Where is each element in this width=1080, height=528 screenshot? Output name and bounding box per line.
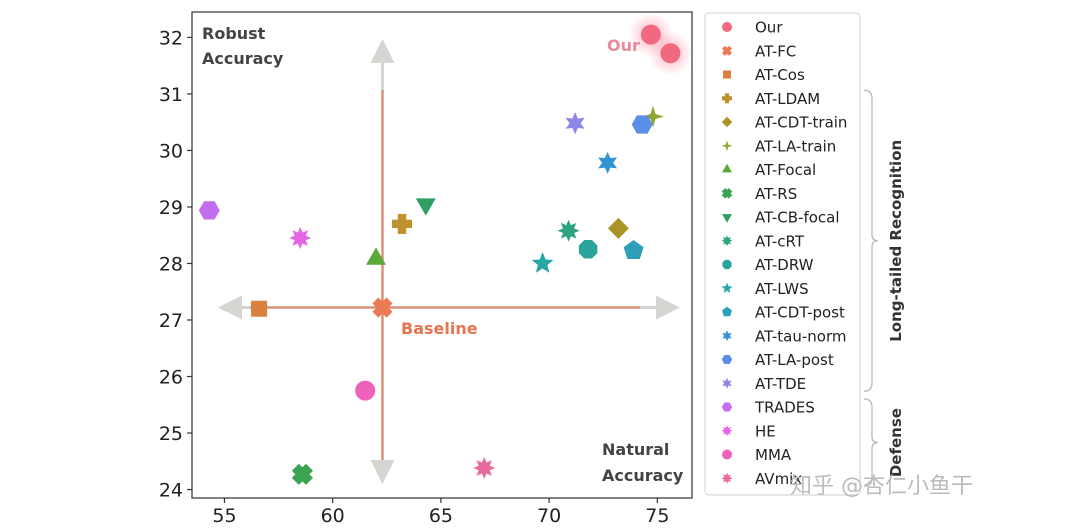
y-tick-label: 24 <box>159 480 183 502</box>
point-at-drw <box>578 240 598 259</box>
legend-marker <box>722 330 732 342</box>
corner-label-bottom-1: Natural <box>602 440 669 459</box>
point-trades <box>198 201 220 220</box>
legend-label: AT-Focal <box>755 161 816 179</box>
legend-label: AT-TDE <box>755 375 806 393</box>
legend-label: AT-LDAM <box>755 90 820 108</box>
legend-marker <box>721 282 733 293</box>
point-at-fc <box>372 297 393 318</box>
legend-label: MMA <box>755 446 792 464</box>
point-at-cos <box>251 300 268 317</box>
legend-label: AT-CDT-train <box>755 114 847 132</box>
legend-label: AT-RS <box>755 185 797 203</box>
axis-ticks: 55 60 65 70 75 24 25 26 27 28 29 30 31 32 <box>159 27 670 527</box>
legend-label: AT-Cos <box>755 66 805 84</box>
point-at-cb-focal <box>415 198 436 216</box>
legend-label: AT-FC <box>755 42 796 60</box>
legend-marker <box>721 354 733 365</box>
watermark: 知乎 @杏仁小鱼干 <box>790 474 973 499</box>
legend-label: AT-LWS <box>755 280 809 298</box>
point-our <box>660 43 681 64</box>
x-tick-label: 65 <box>429 505 453 527</box>
x-tick-label: 55 <box>212 505 236 527</box>
plot-frame <box>191 11 693 499</box>
legend-label: HE <box>755 422 776 440</box>
legend-label: AT-DRW <box>755 256 814 274</box>
quadrant-guides <box>218 38 680 484</box>
corner-label-bottom-2: Accuracy <box>602 466 684 485</box>
legend-marker <box>721 116 733 128</box>
point-at-la-train <box>642 105 664 128</box>
y-tick-label: 25 <box>159 423 183 445</box>
y-tick-label: 30 <box>159 140 183 162</box>
point-at-crt <box>557 219 580 242</box>
legend-marker <box>721 187 733 199</box>
legend-label: AT-cRT <box>755 232 805 250</box>
legend-marker <box>722 377 732 389</box>
point-at-tau-norm <box>598 151 618 174</box>
y-tick-label: 26 <box>159 367 183 389</box>
legend-marker <box>721 140 733 152</box>
point-at-cdt-post <box>623 240 644 259</box>
x-tick-label: 60 <box>321 505 345 527</box>
point-mma <box>355 380 376 401</box>
legend-group-label: Defense <box>887 408 905 477</box>
legend-label: AT-CB-focal <box>755 209 840 227</box>
legend: Our AT-FC AT-Cos AT-LDAM AT-CDT-train AT-LA-t… <box>704 12 861 496</box>
data-points <box>198 12 693 485</box>
point-at-tde <box>565 112 585 135</box>
legend-marker <box>722 214 732 223</box>
our-annotation: Our <box>607 36 640 55</box>
legend-label: AT-LA-train <box>755 137 836 155</box>
point-at-lws <box>531 252 554 273</box>
baseline-annotation: Baseline <box>401 319 478 338</box>
legend-marker <box>722 259 732 270</box>
legend-label: TRADES <box>754 399 815 417</box>
legend-marker <box>721 45 733 56</box>
legend-group-brace <box>863 398 879 487</box>
point-avmix <box>473 457 496 479</box>
legend-label: AT-tau-norm <box>755 327 847 345</box>
x-tick-label: 70 <box>537 505 561 527</box>
y-tick-label: 32 <box>159 27 183 49</box>
point-at-cdt-train <box>607 217 629 239</box>
legend-marker <box>722 22 732 32</box>
legend-label: Our <box>755 19 783 37</box>
point-at-ldam <box>392 213 412 234</box>
legend-marker <box>721 402 733 412</box>
legend-marker <box>721 472 733 484</box>
point-at-la-post <box>631 115 653 134</box>
x-tick-label: 75 <box>645 505 669 527</box>
legend-marker <box>722 449 732 460</box>
legend-label: AVmix <box>755 470 802 488</box>
legend-marker <box>722 93 732 104</box>
y-tick-label: 27 <box>159 310 183 332</box>
point-he <box>289 227 312 249</box>
legend-marker <box>723 70 731 79</box>
legend-label: AT-LA-post <box>755 351 834 369</box>
legend-marker <box>722 163 732 173</box>
point-at-focal <box>366 247 386 265</box>
legend-marker <box>721 235 733 247</box>
plot-border <box>191 11 693 499</box>
legend-group-brace <box>863 89 879 392</box>
y-tick-label: 29 <box>159 197 183 219</box>
legend-marker <box>722 306 732 317</box>
corner-label-top-2: Accuracy <box>202 49 284 68</box>
y-tick-label: 28 <box>159 253 183 275</box>
legend-label: AT-CDT-post <box>755 304 845 322</box>
point-at-rs <box>291 463 314 485</box>
legend-groups: Long-tailed Recognition Defense <box>863 89 905 487</box>
legend-box <box>704 12 861 496</box>
legend-marker <box>721 425 733 437</box>
legend-group-label: Long-tailed Recognition <box>887 140 905 342</box>
corner-label-top-1: Robust <box>202 24 266 43</box>
y-tick-label: 31 <box>159 84 183 106</box>
